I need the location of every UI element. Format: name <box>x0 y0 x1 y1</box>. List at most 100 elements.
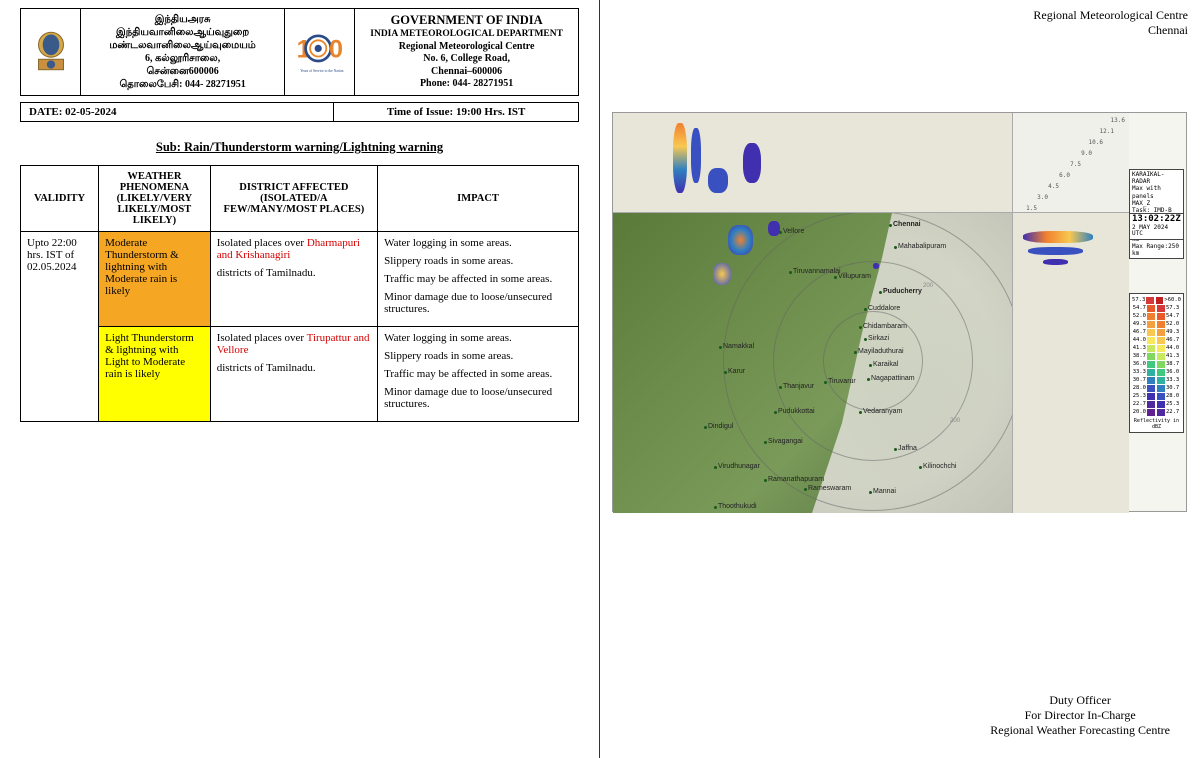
sig-line: For Director In-Charge <box>990 708 1170 723</box>
warning-document: இந்தியஅரசு இந்தியவானிலைஆய்வுதுறை மண்டலவா… <box>0 0 600 758</box>
gov-title: GOVERNMENT OF INDIA <box>359 13 574 29</box>
phone-line: Phone: 044- 28271951 <box>359 78 574 91</box>
storm-echo <box>1043 259 1068 265</box>
col-district: DISTRICT AFFECTED (ISOLATED/A FEW/MANY/M… <box>210 166 377 232</box>
col-phenomena: WEATHER PHENOMENA (LIKELY/VERY LIKELY/MO… <box>99 166 211 232</box>
city-label: Chidambaram <box>863 323 907 330</box>
altitude-tick: 3.0 <box>1037 194 1048 201</box>
impact-cell: Water logging in some areas.Slippery roa… <box>378 327 579 422</box>
svg-text:0: 0 <box>329 35 343 63</box>
city-label: Rameswaram <box>808 485 851 492</box>
radar-panel: Regional Meteorological Centre Chennai 1… <box>600 0 1200 758</box>
legend-row: 36.038.7 <box>1132 360 1181 368</box>
imd-title: INDIA METEOROLOGICAL DEPARTMENT <box>359 29 574 41</box>
signature-block: Duty Officer For Director In-Charge Regi… <box>990 693 1170 738</box>
col-validity: VALIDITY <box>21 166 99 232</box>
tamil-line: இந்தியவானிலைஆய்வுதுறை <box>85 26 280 39</box>
city-dot <box>864 338 867 341</box>
warning-table: VALIDITY WEATHER PHENOMENA (LIKELY/VERY … <box>20 165 579 422</box>
legend-row: 30.733.3 <box>1132 376 1181 384</box>
city-dot <box>779 386 782 389</box>
altitude-tick: 4.5 <box>1048 183 1059 190</box>
city-label: Mahabalipuram <box>898 243 946 250</box>
phenomena-cell: Moderate Thunderstorm & lightning with M… <box>99 232 211 327</box>
radar-map: 200 200 ChennaiMahabalipuramVelloreTiruv… <box>613 213 1013 513</box>
radar-image: 13.612.110.69.07.56.04.53.01.5 KARAIKAL-… <box>612 112 1187 512</box>
tamil-line: 6, கல்லூரிசாலை, <box>85 52 280 65</box>
city-dot <box>864 308 867 311</box>
city-label: Dindigul <box>708 423 733 430</box>
city-label: Mayiladuthurai <box>858 348 904 355</box>
city-label: Cuddalore <box>868 305 900 312</box>
city-label: Vedaranyam <box>863 408 902 415</box>
time-label: Time of Issue: 19:00 Hrs. IST <box>334 103 578 121</box>
city-dot <box>834 276 837 279</box>
city-label: Villupuram <box>838 273 871 280</box>
right-header: Regional Meteorological Centre Chennai <box>612 8 1188 38</box>
city-label: Tiruvannamalai <box>793 268 841 275</box>
english-address: GOVERNMENT OF INDIA INDIA METEOROLOGICAL… <box>355 9 578 95</box>
legend-row: 46.749.3 <box>1132 328 1181 336</box>
altitude-tick: 6.0 <box>1059 172 1070 179</box>
district-cell: Isolated places over Dharmapuri and Kris… <box>210 232 377 327</box>
altitude-tick: 12.1 <box>1100 128 1114 135</box>
storm-echo <box>1028 247 1083 255</box>
city-dot <box>879 291 882 294</box>
date-label: DATE: 02-05-2024 <box>21 103 334 121</box>
storm-echo <box>873 263 879 269</box>
anniversary-logo: 10Years of Service to the Nation <box>285 9 355 95</box>
storm-echo <box>713 263 731 285</box>
svg-text:Years of Service to the Nation: Years of Service to the Nation <box>300 69 343 73</box>
rmc-line: Regional Meteorological Centre <box>359 41 574 54</box>
tamil-line: மண்டலவானிலைஆய்வுமையம் <box>85 39 280 52</box>
reflectivity-legend: 57.3>60.054.757.352.054.749.352.046.749.… <box>1129 293 1184 433</box>
city-dot <box>714 506 717 509</box>
legend-row: 38.741.3 <box>1132 352 1181 360</box>
city-dot <box>867 378 870 381</box>
city-dot <box>774 411 777 414</box>
radar-timestamp: 13:02:22Z 2 MAY 2024 UTC <box>1129 213 1184 240</box>
radar-side-panel <box>1013 213 1129 513</box>
city-label: Virudhunagar <box>718 463 760 470</box>
city-label: Tiruvarur <box>828 378 856 385</box>
rmc-city: Chennai <box>612 23 1188 38</box>
sig-line: Duty Officer <box>990 693 1170 708</box>
city-dot <box>789 271 792 274</box>
city-dot <box>919 466 922 469</box>
storm-echo <box>768 221 780 236</box>
city-dot <box>764 479 767 482</box>
altitude-tick: 1.5 <box>1026 205 1037 212</box>
subject-line: Sub: Rain/Thunderstorm warning/Lightning… <box>20 140 579 155</box>
addr-line: No. 6, College Road, <box>359 53 574 66</box>
city-dot <box>894 246 897 249</box>
city-label: Jaffna <box>898 445 917 452</box>
addr-line: Chennai–600006 <box>359 66 574 79</box>
tamil-address: இந்தியஅரசு இந்தியவானிலைஆய்வுதுறை மண்டலவா… <box>81 9 285 95</box>
legend-row: 25.328.0 <box>1132 392 1181 400</box>
col-impact: IMPACT <box>378 166 579 232</box>
legend-row: 57.3>60.0 <box>1132 296 1181 304</box>
city-label: Thoothukudi <box>718 503 757 510</box>
city-label: Thanjavur <box>783 383 814 390</box>
sig-line: Regional Weather Forecasting Centre <box>990 723 1170 738</box>
radar-altitude-panel: 13.612.110.69.07.56.04.53.01.5 <box>1013 113 1129 213</box>
city-dot <box>824 381 827 384</box>
altitude-tick: 7.5 <box>1070 161 1081 168</box>
storm-echo <box>673 123 687 193</box>
legend-row: 33.336.0 <box>1132 368 1181 376</box>
city-label: Mannai <box>873 488 896 495</box>
city-label: Sirkazi <box>868 335 889 342</box>
altitude-tick: 10.6 <box>1089 139 1103 146</box>
city-dot <box>859 326 862 329</box>
tamil-phone: தொலைபேசி: 044- 28271951 <box>85 78 280 91</box>
city-dot <box>714 466 717 469</box>
legend-row: 41.344.0 <box>1132 344 1181 352</box>
city-dot <box>719 346 722 349</box>
city-dot <box>889 224 892 227</box>
storm-echo <box>743 143 761 183</box>
legend-title: Reflectivity in dBZ <box>1132 418 1181 430</box>
altitude-tick: 9.0 <box>1081 150 1092 157</box>
city-label: Karaikal <box>873 361 898 368</box>
storm-echo <box>708 168 728 193</box>
city-label: Chennai <box>893 221 921 228</box>
